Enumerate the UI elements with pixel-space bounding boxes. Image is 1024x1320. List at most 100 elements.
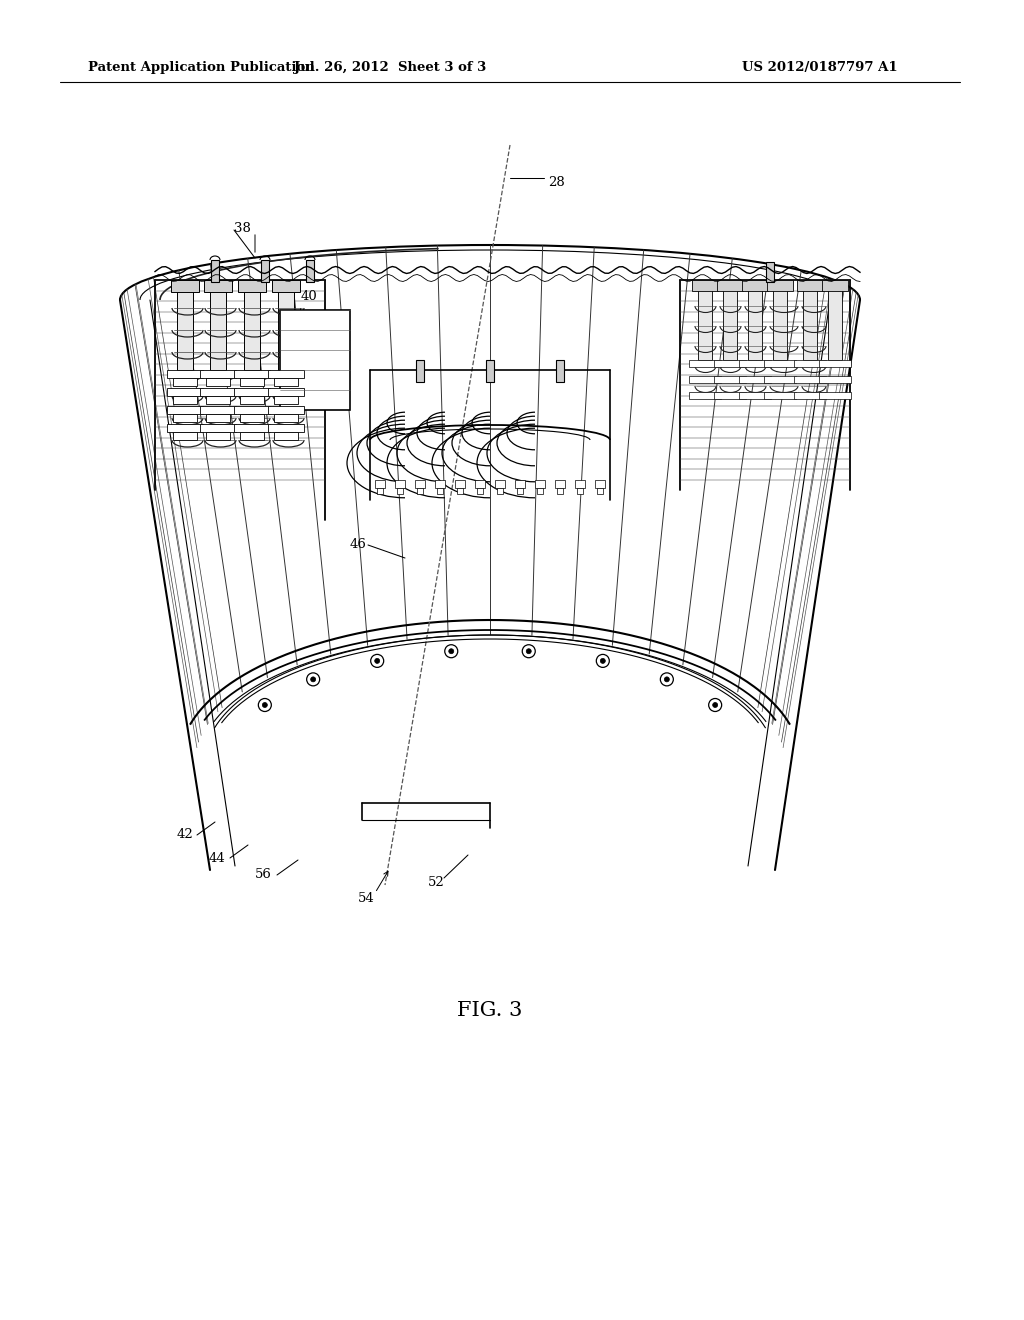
Bar	[415, 480, 425, 488]
Text: 44: 44	[208, 851, 225, 865]
Bar	[819, 376, 851, 383]
Bar	[278, 280, 294, 370]
Bar	[240, 378, 264, 385]
Text: 56: 56	[255, 869, 272, 882]
Bar	[723, 280, 737, 360]
Bar	[767, 280, 793, 290]
Bar	[167, 407, 203, 414]
Text: 28: 28	[548, 176, 565, 189]
Bar	[375, 480, 385, 488]
Bar	[240, 396, 264, 404]
Bar	[822, 280, 848, 290]
Bar	[537, 488, 543, 494]
Bar	[238, 280, 266, 292]
Bar	[495, 480, 505, 488]
Bar	[739, 392, 771, 399]
Bar	[794, 376, 826, 383]
Bar	[397, 488, 403, 494]
Bar	[764, 376, 796, 383]
Bar	[210, 280, 226, 370]
Bar	[714, 376, 746, 383]
Circle shape	[262, 702, 267, 708]
Bar	[274, 414, 298, 422]
Bar	[167, 388, 203, 396]
Bar	[274, 378, 298, 385]
Text: 40: 40	[301, 290, 317, 304]
Circle shape	[713, 702, 718, 708]
Circle shape	[375, 659, 380, 664]
Bar	[689, 360, 721, 367]
Bar	[240, 432, 264, 440]
Bar	[689, 376, 721, 383]
Bar	[306, 260, 314, 282]
Bar	[766, 261, 774, 282]
Bar	[200, 370, 236, 378]
Bar	[200, 407, 236, 414]
Bar	[557, 488, 563, 494]
Text: Jul. 26, 2012  Sheet 3 of 3: Jul. 26, 2012 Sheet 3 of 3	[294, 62, 486, 74]
Bar	[773, 280, 787, 360]
Bar	[204, 280, 232, 292]
Bar	[517, 488, 523, 494]
Bar	[455, 480, 465, 488]
Bar	[268, 388, 304, 396]
Bar	[714, 392, 746, 399]
Bar	[173, 432, 197, 440]
Bar	[819, 392, 851, 399]
Text: FIG. 3: FIG. 3	[458, 1001, 522, 1019]
Text: 54: 54	[358, 891, 375, 904]
Text: 52: 52	[428, 875, 444, 888]
Bar	[595, 480, 605, 488]
Bar	[206, 396, 230, 404]
Bar	[764, 392, 796, 399]
Bar	[692, 280, 718, 290]
Bar	[234, 424, 270, 432]
Bar	[173, 396, 197, 404]
Bar	[167, 370, 203, 378]
Bar	[689, 392, 721, 399]
Bar	[435, 480, 445, 488]
Bar	[234, 388, 270, 396]
Bar	[575, 480, 585, 488]
Bar	[437, 488, 443, 494]
Bar	[234, 407, 270, 414]
Bar	[417, 488, 423, 494]
Bar	[268, 424, 304, 432]
Bar	[206, 432, 230, 440]
Bar	[244, 280, 260, 370]
Bar	[206, 378, 230, 385]
Bar	[457, 488, 463, 494]
Text: US 2012/0187797 A1: US 2012/0187797 A1	[742, 62, 898, 74]
Circle shape	[600, 659, 605, 664]
Bar	[200, 388, 236, 396]
Bar	[794, 360, 826, 367]
Text: Patent Application Publication: Patent Application Publication	[88, 62, 314, 74]
Circle shape	[310, 677, 315, 682]
Bar	[274, 396, 298, 404]
Bar	[280, 310, 350, 411]
Bar	[739, 360, 771, 367]
Bar	[177, 280, 193, 370]
Bar	[497, 488, 503, 494]
Bar	[717, 280, 743, 290]
Bar	[261, 260, 269, 282]
Bar	[234, 370, 270, 378]
Bar	[200, 424, 236, 432]
Bar	[828, 280, 842, 360]
Bar	[173, 378, 197, 385]
Text: 38: 38	[234, 222, 251, 235]
Bar	[477, 488, 483, 494]
Bar	[475, 480, 485, 488]
Circle shape	[665, 677, 670, 682]
Bar	[211, 260, 219, 282]
Bar	[206, 414, 230, 422]
Bar	[742, 280, 768, 290]
Bar	[748, 280, 762, 360]
Bar	[274, 432, 298, 440]
Bar	[377, 488, 383, 494]
Bar	[167, 424, 203, 432]
Bar	[556, 360, 564, 381]
Text: 46: 46	[350, 539, 367, 552]
Bar	[597, 488, 603, 494]
Bar	[395, 480, 406, 488]
